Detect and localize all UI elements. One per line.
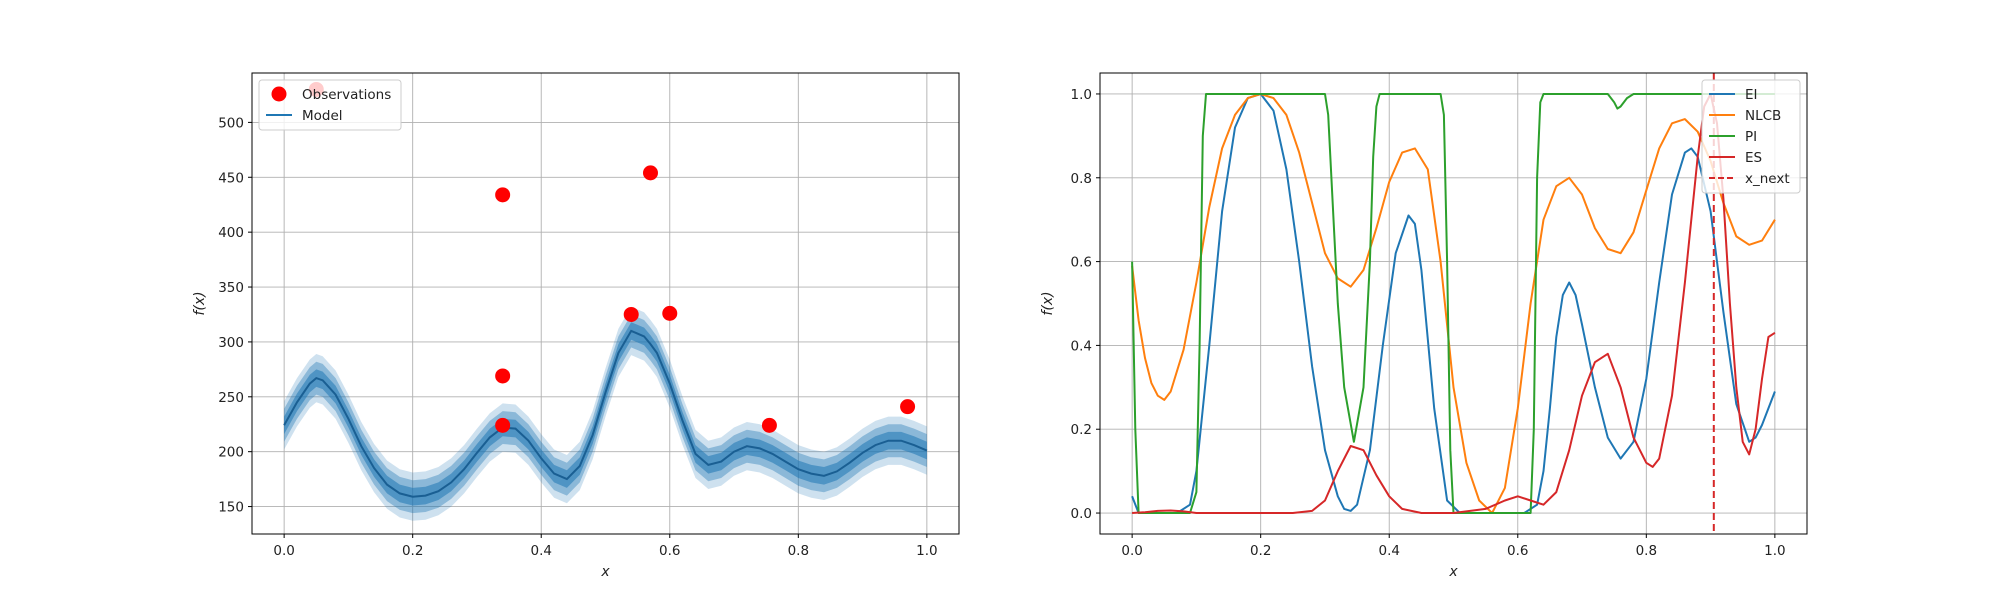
legend-box	[1701, 79, 1801, 194]
y-tick-label: 0.2	[1071, 422, 1092, 438]
x-axis-label: x	[600, 564, 610, 580]
x-tick-label: 0.0	[273, 543, 294, 559]
x-tick-label: 1.0	[1764, 543, 1785, 559]
observation-point	[495, 187, 511, 203]
x-tick-label: 1.0	[916, 543, 937, 559]
x-tick-label: 0.0	[1121, 543, 1142, 559]
observation-point	[662, 305, 678, 321]
observation-point	[900, 399, 916, 415]
x-tick-label: 0.8	[788, 543, 809, 559]
y-tick-label: 350	[218, 280, 244, 296]
y-tick-label: 0.6	[1071, 255, 1092, 271]
x-tick-label: 0.6	[1507, 543, 1528, 559]
observation-point	[642, 165, 658, 181]
plot-frame	[251, 72, 960, 535]
y-tick-label: 200	[218, 445, 244, 461]
y-tick-label: 0.8	[1071, 171, 1092, 187]
model-mean-line	[283, 329, 928, 498]
observation-point	[761, 417, 777, 433]
x-tick-label: 0.4	[530, 543, 551, 559]
legend-marker-observations	[271, 86, 287, 102]
series-line-pi	[1131, 93, 1775, 514]
model-confidence-band	[284, 306, 927, 521]
observation-point	[623, 306, 639, 322]
legend-label: NLCB	[1745, 108, 1781, 124]
y-tick-label: 1.0	[1071, 87, 1092, 103]
observation-point	[495, 417, 511, 433]
y-tick-label: 150	[218, 500, 244, 516]
legend-label: EI	[1745, 87, 1758, 103]
legend: EI NLCB PI ES x_next	[1701, 79, 1801, 194]
y-tick-label: 0.4	[1071, 338, 1092, 354]
right-chart: 0.0 0.2 0.4 0.6 0.8 1.0 0.0 0.2 0.4 0.6 0.8 1.0 x f(x…	[1040, 72, 1808, 580]
legend-box	[258, 79, 402, 131]
y-tick-label: 250	[218, 390, 244, 406]
y-tick-label: 500	[218, 115, 244, 131]
y-tick-label: 450	[218, 170, 244, 186]
x-tick-label: 0.6	[659, 543, 680, 559]
x-tick-label: 0.8	[1636, 543, 1657, 559]
legend-label: x_next	[1745, 171, 1790, 187]
legend-label: Model	[302, 108, 343, 124]
plot-area	[1131, 73, 1776, 534]
plot-frame	[1099, 72, 1808, 535]
legend-label: ES	[1745, 150, 1762, 166]
model-confidence-band	[284, 314, 927, 514]
observation-point	[495, 368, 511, 384]
x-tick-label: 0.4	[1378, 543, 1399, 559]
y-axis-label: f(x)	[192, 291, 208, 315]
y-axis-label: f(x)	[1040, 291, 1056, 315]
y-tick-label: 300	[218, 335, 244, 351]
series-line-es	[1132, 93, 1776, 514]
y-tick-label: 400	[218, 225, 244, 241]
series-line-nlcb	[1131, 93, 1776, 514]
legend-label: Observations	[302, 87, 391, 103]
legend: Observations Model	[258, 79, 402, 131]
left-chart: 0.0 0.2 0.4 0.6 0.8 1.0 150 200 250 300 350 400 450 5…	[192, 72, 960, 580]
legend-label: PI	[1745, 129, 1757, 145]
grid	[252, 73, 959, 534]
plot-area	[283, 81, 928, 521]
y-tick-label: 0.0	[1071, 506, 1092, 522]
x-axis-label: x	[1448, 564, 1458, 580]
x-tick-label: 0.2	[1250, 543, 1271, 559]
model-confidence-band	[284, 322, 927, 506]
x-tick-label: 0.2	[402, 543, 423, 559]
